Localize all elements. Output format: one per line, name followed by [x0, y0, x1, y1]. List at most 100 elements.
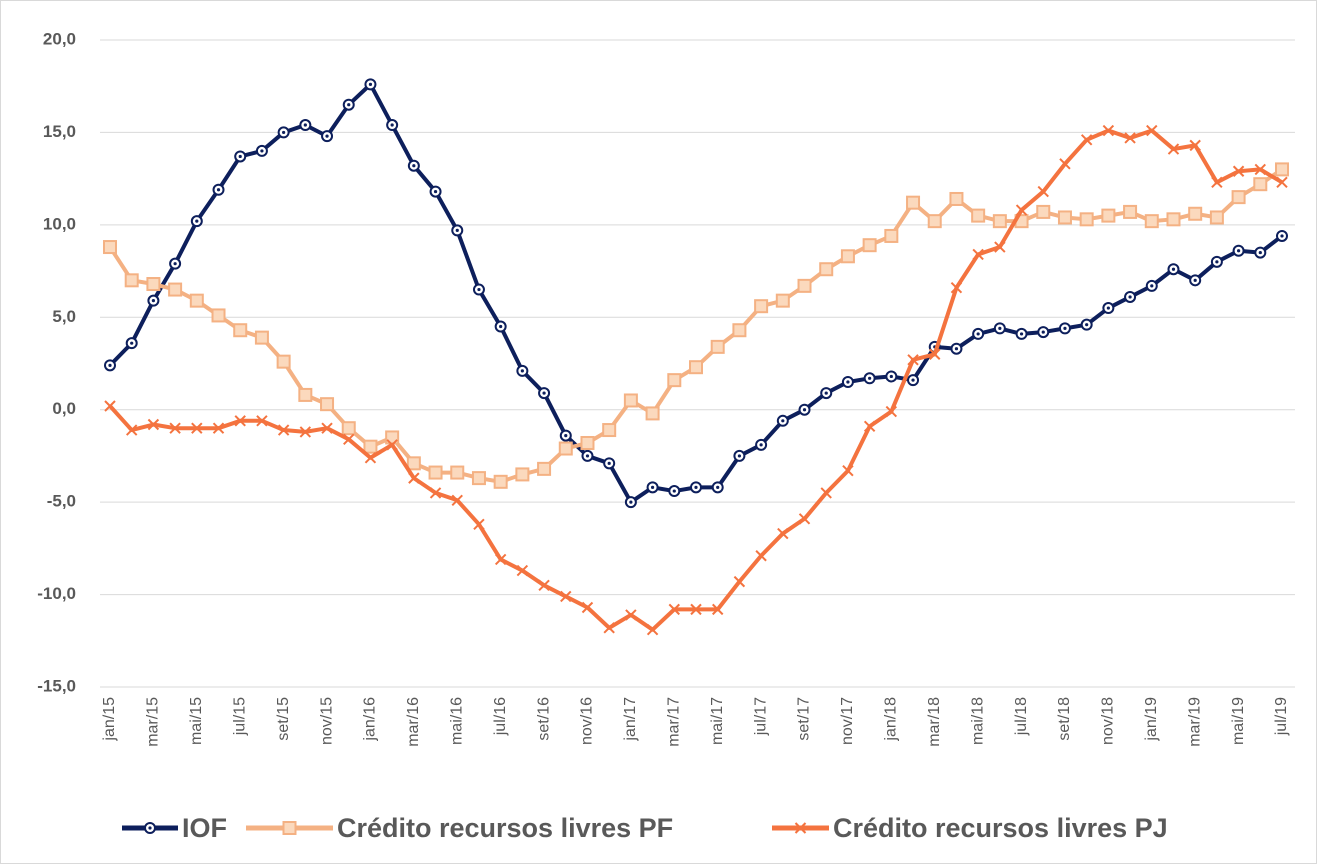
- marker: [256, 415, 268, 427]
- x-tick-label: set/15: [275, 697, 292, 741]
- marker-stroke: [321, 422, 333, 434]
- marker: [560, 590, 572, 603]
- marker: [1166, 212, 1181, 227]
- marker-dot: [824, 391, 828, 395]
- x-tick-label: jul/18: [1013, 697, 1030, 736]
- marker: [1144, 214, 1159, 229]
- marker-stroke: [1167, 143, 1180, 155]
- marker-stroke: [147, 418, 160, 431]
- marker: [321, 130, 334, 143]
- marker: [408, 472, 420, 484]
- marker: [537, 461, 552, 476]
- marker-dot: [976, 332, 980, 336]
- marker: [755, 550, 767, 562]
- marker-dot: [151, 299, 156, 303]
- marker: [234, 150, 247, 163]
- marker: [776, 414, 789, 427]
- marker: [581, 601, 594, 614]
- marker: [929, 348, 941, 360]
- marker-stroke: [885, 405, 898, 418]
- marker: [407, 159, 420, 172]
- marker: [819, 262, 834, 277]
- marker-dot: [347, 103, 351, 107]
- marker-dot: [1128, 295, 1132, 299]
- marker-stroke: [668, 603, 681, 616]
- marker: [710, 339, 725, 354]
- x-tick-label: nov/15: [318, 697, 335, 745]
- marker: [277, 126, 290, 139]
- x-tick-label: nov/18: [1100, 697, 1117, 745]
- marker: [190, 215, 203, 228]
- marker-stroke: [191, 422, 203, 434]
- marker: [147, 294, 160, 307]
- x-tick-label: nov/16: [579, 697, 596, 745]
- marker-dot: [998, 326, 1002, 330]
- marker: [949, 191, 964, 206]
- marker: [1102, 302, 1115, 315]
- marker: [342, 98, 355, 111]
- marker: [212, 422, 225, 434]
- marker-stroke: [1276, 176, 1288, 189]
- marker-dot: [1215, 260, 1219, 264]
- marker-stroke: [1080, 134, 1093, 146]
- x-tick-label: jan/18: [883, 697, 900, 742]
- marker: [211, 308, 226, 323]
- marker-stroke: [1232, 165, 1245, 177]
- marker: [1210, 255, 1223, 268]
- marker: [538, 387, 551, 400]
- marker-stroke: [1254, 163, 1267, 176]
- marker: [971, 208, 986, 223]
- marker: [1080, 318, 1093, 331]
- x-tick-label: set/16: [535, 697, 552, 741]
- marker: [885, 405, 898, 418]
- marker: [1059, 158, 1071, 170]
- marker: [1036, 204, 1051, 219]
- x-tick-label: mar/15: [145, 697, 162, 747]
- marker-stroke: [516, 564, 529, 577]
- marker: [820, 487, 832, 499]
- marker: [668, 485, 681, 498]
- marker: [1037, 185, 1049, 198]
- marker: [386, 119, 399, 132]
- marker: [994, 241, 1006, 253]
- marker: [840, 249, 855, 264]
- marker: [1123, 204, 1138, 219]
- marker: [798, 513, 811, 525]
- marker-stroke: [1059, 158, 1071, 170]
- marker: [473, 518, 485, 531]
- marker: [234, 415, 246, 427]
- marker: [471, 471, 486, 486]
- marker-dot: [1258, 250, 1262, 255]
- legend-marker: [282, 821, 297, 835]
- marker-stroke: [581, 601, 594, 614]
- marker-dot: [650, 485, 655, 489]
- marker: [191, 422, 203, 434]
- marker: [299, 119, 312, 132]
- marker: [646, 623, 659, 636]
- x-tick-label: mai/17: [709, 697, 726, 745]
- x-tick-label: set/17: [796, 697, 813, 741]
- marker: [1145, 279, 1158, 292]
- marker-dot: [564, 433, 568, 438]
- marker: [711, 481, 724, 494]
- marker: [733, 575, 746, 588]
- marker: [1188, 206, 1203, 221]
- marker: [1232, 165, 1245, 177]
- marker-stroke: [1146, 124, 1158, 137]
- marker: [559, 429, 572, 442]
- marker-dot: [759, 443, 763, 447]
- marker-stroke: [646, 623, 659, 636]
- marker-dot: [325, 134, 329, 138]
- marker-stroke: [711, 603, 724, 616]
- marker: [341, 421, 356, 436]
- marker: [364, 78, 377, 91]
- marker: [168, 282, 183, 297]
- marker-stroke: [429, 487, 442, 499]
- marker-stroke: [494, 553, 507, 566]
- marker-dot: [303, 123, 307, 127]
- marker: [884, 228, 899, 243]
- marker-dot: [1193, 278, 1197, 282]
- marker: [428, 465, 443, 480]
- marker: [169, 422, 181, 434]
